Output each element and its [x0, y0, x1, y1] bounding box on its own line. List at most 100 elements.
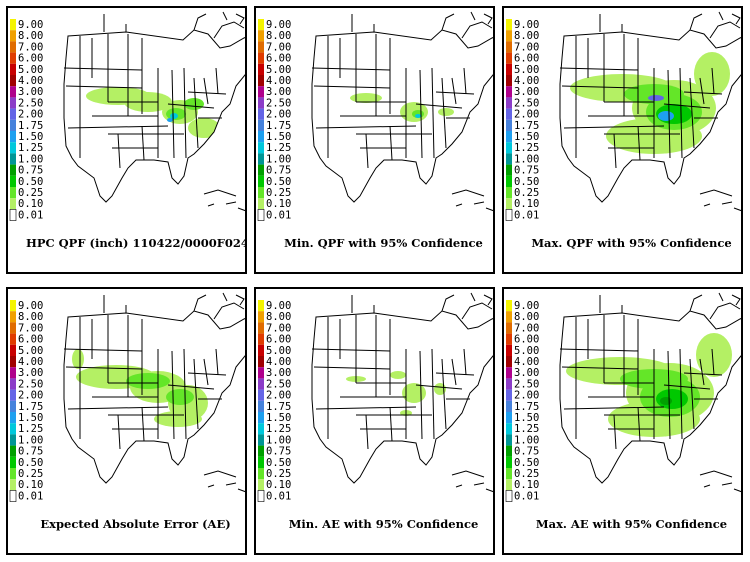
legend-label: 1.25 [514, 142, 539, 154]
precip-area [170, 113, 178, 119]
precip-area [658, 111, 674, 121]
legend-swatch [506, 356, 512, 368]
legend-label: 8.00 [514, 311, 539, 323]
legend-label: 0.10 [266, 198, 291, 210]
legend-label: 2.50 [18, 97, 43, 109]
legend-label: 0.75 [266, 446, 291, 458]
legend-swatch [10, 378, 16, 390]
legend-label: 1.00 [18, 153, 43, 165]
legend-swatch [10, 344, 16, 356]
legend-label: 0.75 [514, 165, 539, 177]
legend-label: 0.01 [266, 490, 291, 502]
panel-caption: Max. QPF with 95% Confidence [531, 236, 732, 250]
legend-label: 7.00 [266, 322, 291, 334]
legend-label: 0.75 [18, 165, 43, 177]
state-borders [63, 11, 245, 212]
legend-swatch [506, 311, 512, 323]
legend-label: 0.10 [18, 479, 43, 491]
legend-label: 0.01 [514, 490, 539, 502]
legend-swatch [10, 63, 16, 75]
state-borders [311, 11, 493, 212]
legend-swatch [10, 322, 16, 334]
legend-label: 4.00 [514, 356, 539, 368]
precip-map: 9.008.007.006.005.004.003.002.502.001.75… [257, 292, 493, 502]
legend-swatch [258, 412, 264, 424]
legend-label: 6.00 [266, 334, 291, 346]
legend-swatch [505, 490, 513, 502]
legend-swatch [10, 300, 16, 312]
map-panel-max-ae: 9.00 8.00 7.00 6.00 5.00 4.00 3.00 2.50 2.00 1.75… [502, 287, 743, 555]
legend-label: 0.50 [266, 176, 291, 188]
legend-label: 0.50 [266, 457, 291, 469]
legend-swatch [10, 367, 16, 379]
legend-label: 2.00 [514, 390, 539, 402]
map-panel-ae: 9.00 8.00 7.00 6.00 5.00 4.00 3.00 2.50 2.00 1.75… [6, 287, 247, 555]
legend-swatch [10, 131, 16, 143]
legend-label: 9.00 [514, 19, 539, 31]
legend-swatch [258, 389, 264, 401]
legend-label: 1.25 [18, 423, 43, 435]
color-legend: 9.008.007.006.005.004.003.002.502.001.75… [505, 19, 539, 221]
legend-swatch [506, 367, 512, 379]
legend-swatch [258, 367, 264, 379]
legend-swatch [506, 131, 512, 143]
legend-label: 0.25 [18, 468, 43, 480]
legend-label: 1.00 [266, 434, 291, 446]
legend-swatch [506, 30, 512, 42]
legend-label: 1.25 [266, 423, 291, 435]
legend-label: 3.00 [266, 86, 291, 98]
legend-swatch [258, 52, 264, 64]
legend-swatch [10, 164, 16, 176]
legend-label: 1.00 [18, 434, 43, 446]
legend-label: 0.25 [18, 187, 43, 199]
legend-label: 1.25 [514, 423, 539, 435]
legend-swatch [10, 142, 16, 154]
precip-map: 9.008.007.006.005.004.003.002.502.001.75… [505, 292, 741, 502]
legend-label: 6.00 [514, 334, 539, 346]
legend-label: 9.00 [18, 19, 43, 31]
legend-swatch [10, 153, 16, 165]
legend-label: 7.00 [18, 41, 43, 53]
legend-swatch [10, 412, 16, 424]
legend-label: 8.00 [18, 311, 43, 323]
color-legend: 9.008.007.006.005.004.003.002.502.001.75… [9, 19, 43, 221]
legend-swatch [258, 41, 264, 53]
legend-label: 5.00 [266, 345, 291, 357]
legend-label: 1.75 [514, 120, 539, 132]
legend-label: 2.50 [514, 378, 539, 390]
legend-label: 4.00 [514, 75, 539, 87]
legend-label: 7.00 [514, 322, 539, 334]
precip-area [167, 118, 173, 122]
legend-label: 4.00 [18, 75, 43, 87]
legend-label: 1.75 [18, 401, 43, 413]
legend-swatch [10, 119, 16, 131]
legend-swatch [258, 187, 264, 199]
legend-swatch [258, 75, 264, 87]
legend-label: 1.75 [514, 401, 539, 413]
legend-label: 6.00 [266, 53, 291, 65]
state-borders [311, 292, 493, 493]
legend-label: 4.00 [18, 356, 43, 368]
legend-label: 0.10 [18, 198, 43, 210]
precip-area [126, 373, 170, 389]
legend-swatch [506, 41, 512, 53]
legend-label: 0.01 [266, 209, 291, 221]
legend-label: 0.75 [266, 165, 291, 177]
legend-swatch [10, 389, 16, 401]
legend-swatch [506, 456, 512, 468]
legend-label: 0.75 [514, 446, 539, 458]
legend-label: 0.75 [18, 446, 43, 458]
legend-label: 0.25 [514, 468, 539, 480]
state-borders [63, 292, 245, 493]
legend-label: 0.50 [514, 176, 539, 188]
legend-swatch [258, 142, 264, 154]
legend-label: 0.50 [18, 176, 43, 188]
precip-area [434, 383, 446, 395]
precip-map: 9.008.007.006.005.004.003.002.502.001.75… [505, 11, 741, 221]
legend-swatch [258, 479, 264, 491]
legend-swatch [10, 400, 16, 412]
panel-caption: Min. QPF with 95% Confidence [284, 236, 483, 250]
legend-label: 2.00 [18, 390, 43, 402]
legend-label: 2.00 [18, 109, 43, 121]
legend-label: 0.10 [266, 479, 291, 491]
